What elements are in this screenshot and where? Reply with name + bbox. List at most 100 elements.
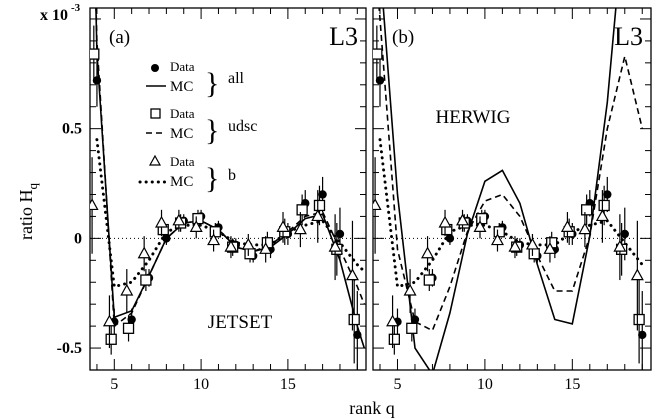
legend-all-data-marker [151,64,159,72]
data-point-all [445,234,455,243]
scale-factor-main: x 10 [40,7,68,24]
data-point-b [224,239,238,252]
data-point-b [155,215,169,228]
panel-frame [372,7,652,371]
data-point-b [276,220,290,232]
scale-factor: x 10 -3 [40,2,81,24]
generator-label: HERWIG [436,107,511,128]
data-point-b [172,213,186,226]
data-point-udsc [192,212,204,225]
data-point-b [630,268,644,281]
x-tick-label: 10 [477,376,493,393]
data-point-udsc [244,248,256,260]
data-point-b [328,239,342,252]
data-point-b [90,198,99,211]
x-tick-label: 5 [393,376,401,393]
data-point-b [102,314,116,327]
data-point-b [438,215,452,228]
y-axis-label-sub: q [25,183,40,190]
x-tick-label: 5 [110,376,118,393]
data-point-udsc [581,204,593,216]
data-point-all [335,229,345,239]
data-point-b [613,239,627,252]
data-point-b [403,283,417,296]
plot-area [373,8,647,370]
data-point-b [560,220,574,232]
data-point-udsc [105,333,117,345]
panel-label: (a) [109,27,130,48]
data-point-b [207,233,221,246]
legend-all-data-label: Data [170,59,195,74]
data-point-all [603,190,612,199]
data-point-udsc [209,226,221,238]
data-point-udsc [122,322,135,334]
x-tick-label: 10 [193,376,209,393]
data-point-b [189,220,203,232]
plot-area [90,8,366,370]
x-tick-label: 15 [280,376,296,393]
experiment-label: L3 [614,22,643,51]
data-point-all [353,330,362,340]
data-point-all [162,234,171,243]
data-point-udsc [296,204,308,216]
data-point-all [638,330,647,340]
data-point-all [92,76,102,85]
data-point-b [490,233,505,246]
data-point-udsc [633,313,645,326]
x-tick-label: 15 [564,376,580,393]
panel-frame [89,7,367,371]
data-point-b [241,237,255,250]
data-point-all [410,315,420,324]
legend-all-name: all [228,70,245,87]
data-point-b [595,209,609,222]
data-point-b [421,246,435,259]
data-point-udsc [528,248,540,260]
data-point-b [525,237,539,250]
y-axis-label: ratio Hq [16,183,40,240]
y-tick-label: 0.5 [62,121,82,138]
data-point-udsc [476,212,488,225]
data-point-all [375,76,385,85]
legend-b-data-label: Data [170,154,195,169]
data-point-udsc [140,274,152,286]
data-point-udsc [388,333,400,345]
y-axis-label-main: ratio H [16,190,36,240]
data-point-b [386,314,400,327]
legend-udsc-data-label: Data [170,106,195,121]
data-point-b [508,239,522,252]
data-point-b [259,242,273,254]
legend-all-mc-label: MC [170,79,193,95]
data-point-udsc [90,48,100,60]
data-point-udsc [313,199,326,212]
mc-line-udsc [378,8,644,332]
panel-label: (b) [392,27,414,48]
data-point-b [345,268,359,281]
panel-a: 5 10 15 -0.5 0 0.5 (a) L3 JETSET [57,7,367,393]
legend-all-brace: } [205,67,219,100]
legend-b-data-marker [148,154,162,166]
legend-udsc-data-marker [150,108,161,119]
legend-b-name: b [228,167,236,184]
panel-b: 5 10 15 (b) L3 HERWIG [372,7,652,393]
mc-line-b [378,138,644,289]
data-point-udsc [423,274,435,286]
y-tick-label: 0 [74,230,82,247]
data-point-b [373,198,382,211]
legend-b-brace: } [205,162,219,195]
generator-label: JETSET [208,312,273,333]
x-axis-label: rank q [349,398,394,418]
legend-udsc-name: udsc [228,118,257,135]
data-point-b [293,222,307,235]
data-point-udsc [598,199,610,212]
legend-udsc-mc-label: MC [170,126,193,142]
data-point-b [120,283,134,296]
experiment-label: L3 [329,22,358,51]
y-tick-label: -0.5 [57,340,82,357]
data-point-b [578,222,592,235]
data-point-udsc [373,48,383,60]
legend: Data MC } all Data MC } udsc Data MC } b [138,59,257,195]
data-point-b [543,242,557,254]
legend-udsc-brace: } [205,114,219,147]
data-point-all [620,229,629,239]
